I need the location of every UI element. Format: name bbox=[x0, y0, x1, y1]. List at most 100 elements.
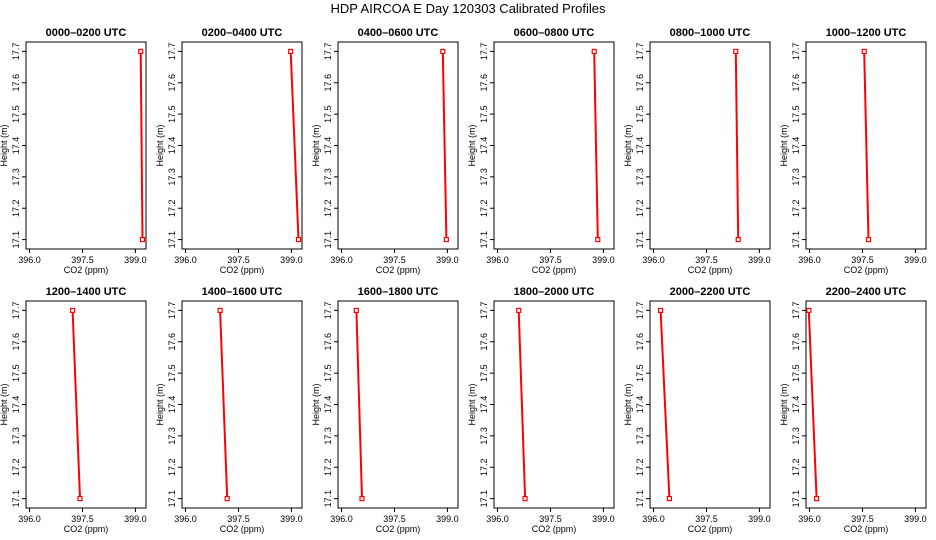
data-point-marker bbox=[813, 495, 820, 502]
y-tick-label: 17.6 bbox=[791, 333, 801, 351]
profile-line bbox=[807, 310, 818, 499]
y-axis-label: Height (m) bbox=[155, 383, 165, 425]
profile-line bbox=[219, 310, 229, 499]
y-tick-label: 17.4 bbox=[791, 396, 801, 414]
y-tick-label: 17.1 bbox=[479, 490, 489, 508]
y-tick-label: 17.2 bbox=[167, 199, 177, 217]
y-tick-label: 17.2 bbox=[323, 458, 333, 476]
data-point-marker bbox=[861, 48, 867, 55]
data-point-marker bbox=[77, 495, 83, 502]
y-tick-label: 17.4 bbox=[479, 396, 489, 414]
y-tick-label: 17.2 bbox=[323, 199, 333, 217]
y-tick-label: 17.5 bbox=[11, 364, 21, 382]
y-tick-label: 17.7 bbox=[479, 43, 489, 61]
y-tick-label: 17.1 bbox=[323, 490, 333, 508]
y-axis-label: Height (m) bbox=[0, 383, 9, 425]
x-axis-label: CO2 (ppm) bbox=[64, 265, 109, 275]
plot-frame bbox=[337, 300, 459, 509]
data-point-marker bbox=[666, 495, 673, 502]
x-tick-label: 399.0 bbox=[748, 255, 771, 265]
y-tick-label: 17.7 bbox=[167, 302, 177, 320]
y-tick-label: 17.7 bbox=[167, 43, 177, 61]
x-tick-label: 399.0 bbox=[592, 255, 615, 265]
y-axis-label: Height (m) bbox=[155, 124, 165, 166]
y-tick-label: 17.4 bbox=[323, 396, 333, 414]
panel-title: 1400–1600 UTC bbox=[202, 286, 283, 298]
x-tick-label: 396.0 bbox=[798, 514, 821, 524]
y-tick-label: 17.1 bbox=[791, 490, 801, 508]
y-tick-label: 17.3 bbox=[11, 168, 21, 186]
y-tick-label: 17.4 bbox=[635, 396, 645, 414]
x-tick-label: 396.0 bbox=[18, 255, 41, 265]
y-tick-label: 17.6 bbox=[635, 333, 645, 351]
data-point-marker bbox=[657, 307, 664, 314]
x-axis-label: CO2 (ppm) bbox=[220, 265, 265, 275]
y-tick-label: 17.1 bbox=[167, 490, 177, 508]
y-tick-label: 17.4 bbox=[635, 137, 645, 155]
y-tick-label: 17.6 bbox=[323, 333, 333, 351]
x-tick-label: 396.0 bbox=[330, 514, 353, 524]
x-tick-label: 399.0 bbox=[280, 514, 303, 524]
x-tick-label: 399.0 bbox=[436, 255, 459, 265]
x-tick-label: 396.0 bbox=[486, 255, 509, 265]
y-tick-label: 17.1 bbox=[11, 490, 21, 508]
x-tick-label: 396.0 bbox=[18, 514, 41, 524]
panel-title: 1000–1200 UTC bbox=[826, 27, 907, 39]
x-tick-label: 397.5 bbox=[227, 514, 250, 524]
y-tick-label: 17.4 bbox=[323, 137, 333, 155]
y-tick-label: 17.6 bbox=[635, 74, 645, 92]
y-tick-label: 17.6 bbox=[479, 74, 489, 92]
y-tick-label: 17.1 bbox=[635, 231, 645, 249]
y-axis-label: Height (m) bbox=[467, 124, 477, 166]
y-tick-label: 17.6 bbox=[479, 333, 489, 351]
x-tick-label: 397.5 bbox=[383, 255, 406, 265]
x-tick-label: 397.5 bbox=[71, 255, 94, 265]
x-axis-label: CO2 (ppm) bbox=[376, 524, 421, 534]
y-tick-label: 17.4 bbox=[11, 137, 21, 155]
x-axis-label: CO2 (ppm) bbox=[688, 265, 733, 275]
data-point-marker bbox=[138, 48, 144, 55]
y-tick-label: 17.1 bbox=[791, 231, 801, 249]
panel-title: 2200–2400 UTC bbox=[826, 286, 907, 298]
profile-line bbox=[289, 51, 300, 240]
x-tick-label: 396.0 bbox=[174, 255, 197, 265]
x-tick-label: 399.0 bbox=[904, 255, 927, 265]
data-point-marker bbox=[359, 495, 365, 502]
data-point-marker bbox=[139, 236, 146, 243]
data-point-marker bbox=[865, 236, 872, 243]
y-tick-label: 17.2 bbox=[479, 199, 489, 217]
x-tick-label: 397.5 bbox=[695, 514, 718, 524]
profile-line bbox=[593, 51, 599, 240]
x-axis-label: CO2 (ppm) bbox=[64, 524, 109, 534]
data-point-marker bbox=[735, 236, 741, 243]
y-tick-label: 17.5 bbox=[635, 105, 645, 123]
y-tick-label: 17.6 bbox=[791, 74, 801, 92]
x-axis-label: CO2 (ppm) bbox=[532, 265, 577, 275]
y-tick-label: 17.7 bbox=[791, 43, 801, 61]
data-point-marker bbox=[806, 307, 812, 314]
x-tick-label: 399.0 bbox=[124, 514, 147, 524]
plot-frame bbox=[493, 300, 615, 509]
profile-line bbox=[71, 310, 81, 499]
x-tick-label: 397.5 bbox=[71, 514, 94, 524]
y-axis-label: Height (m) bbox=[623, 124, 633, 166]
y-tick-label: 17.3 bbox=[791, 168, 801, 186]
y-tick-label: 17.7 bbox=[635, 43, 645, 61]
x-tick-label: 397.5 bbox=[851, 255, 874, 265]
y-axis-label: Height (m) bbox=[311, 383, 321, 425]
y-tick-label: 17.7 bbox=[791, 302, 801, 320]
y-tick-label: 17.7 bbox=[479, 302, 489, 320]
panel-title: 0800–1000 UTC bbox=[670, 27, 751, 39]
panel-title: 0400–0600 UTC bbox=[358, 27, 439, 39]
y-tick-label: 17.7 bbox=[635, 302, 645, 320]
y-axis-label: Height (m) bbox=[0, 124, 9, 166]
y-tick-label: 17.3 bbox=[167, 168, 177, 186]
panel-title: 0600–0800 UTC bbox=[514, 27, 595, 39]
y-axis-label: Height (m) bbox=[467, 383, 477, 425]
y-tick-label: 17.1 bbox=[167, 231, 177, 249]
y-tick-label: 17.3 bbox=[635, 168, 645, 186]
x-axis-label: CO2 (ppm) bbox=[376, 265, 421, 275]
y-tick-label: 17.7 bbox=[11, 43, 21, 61]
y-tick-label: 17.1 bbox=[479, 231, 489, 249]
y-tick-label: 17.7 bbox=[11, 302, 21, 320]
